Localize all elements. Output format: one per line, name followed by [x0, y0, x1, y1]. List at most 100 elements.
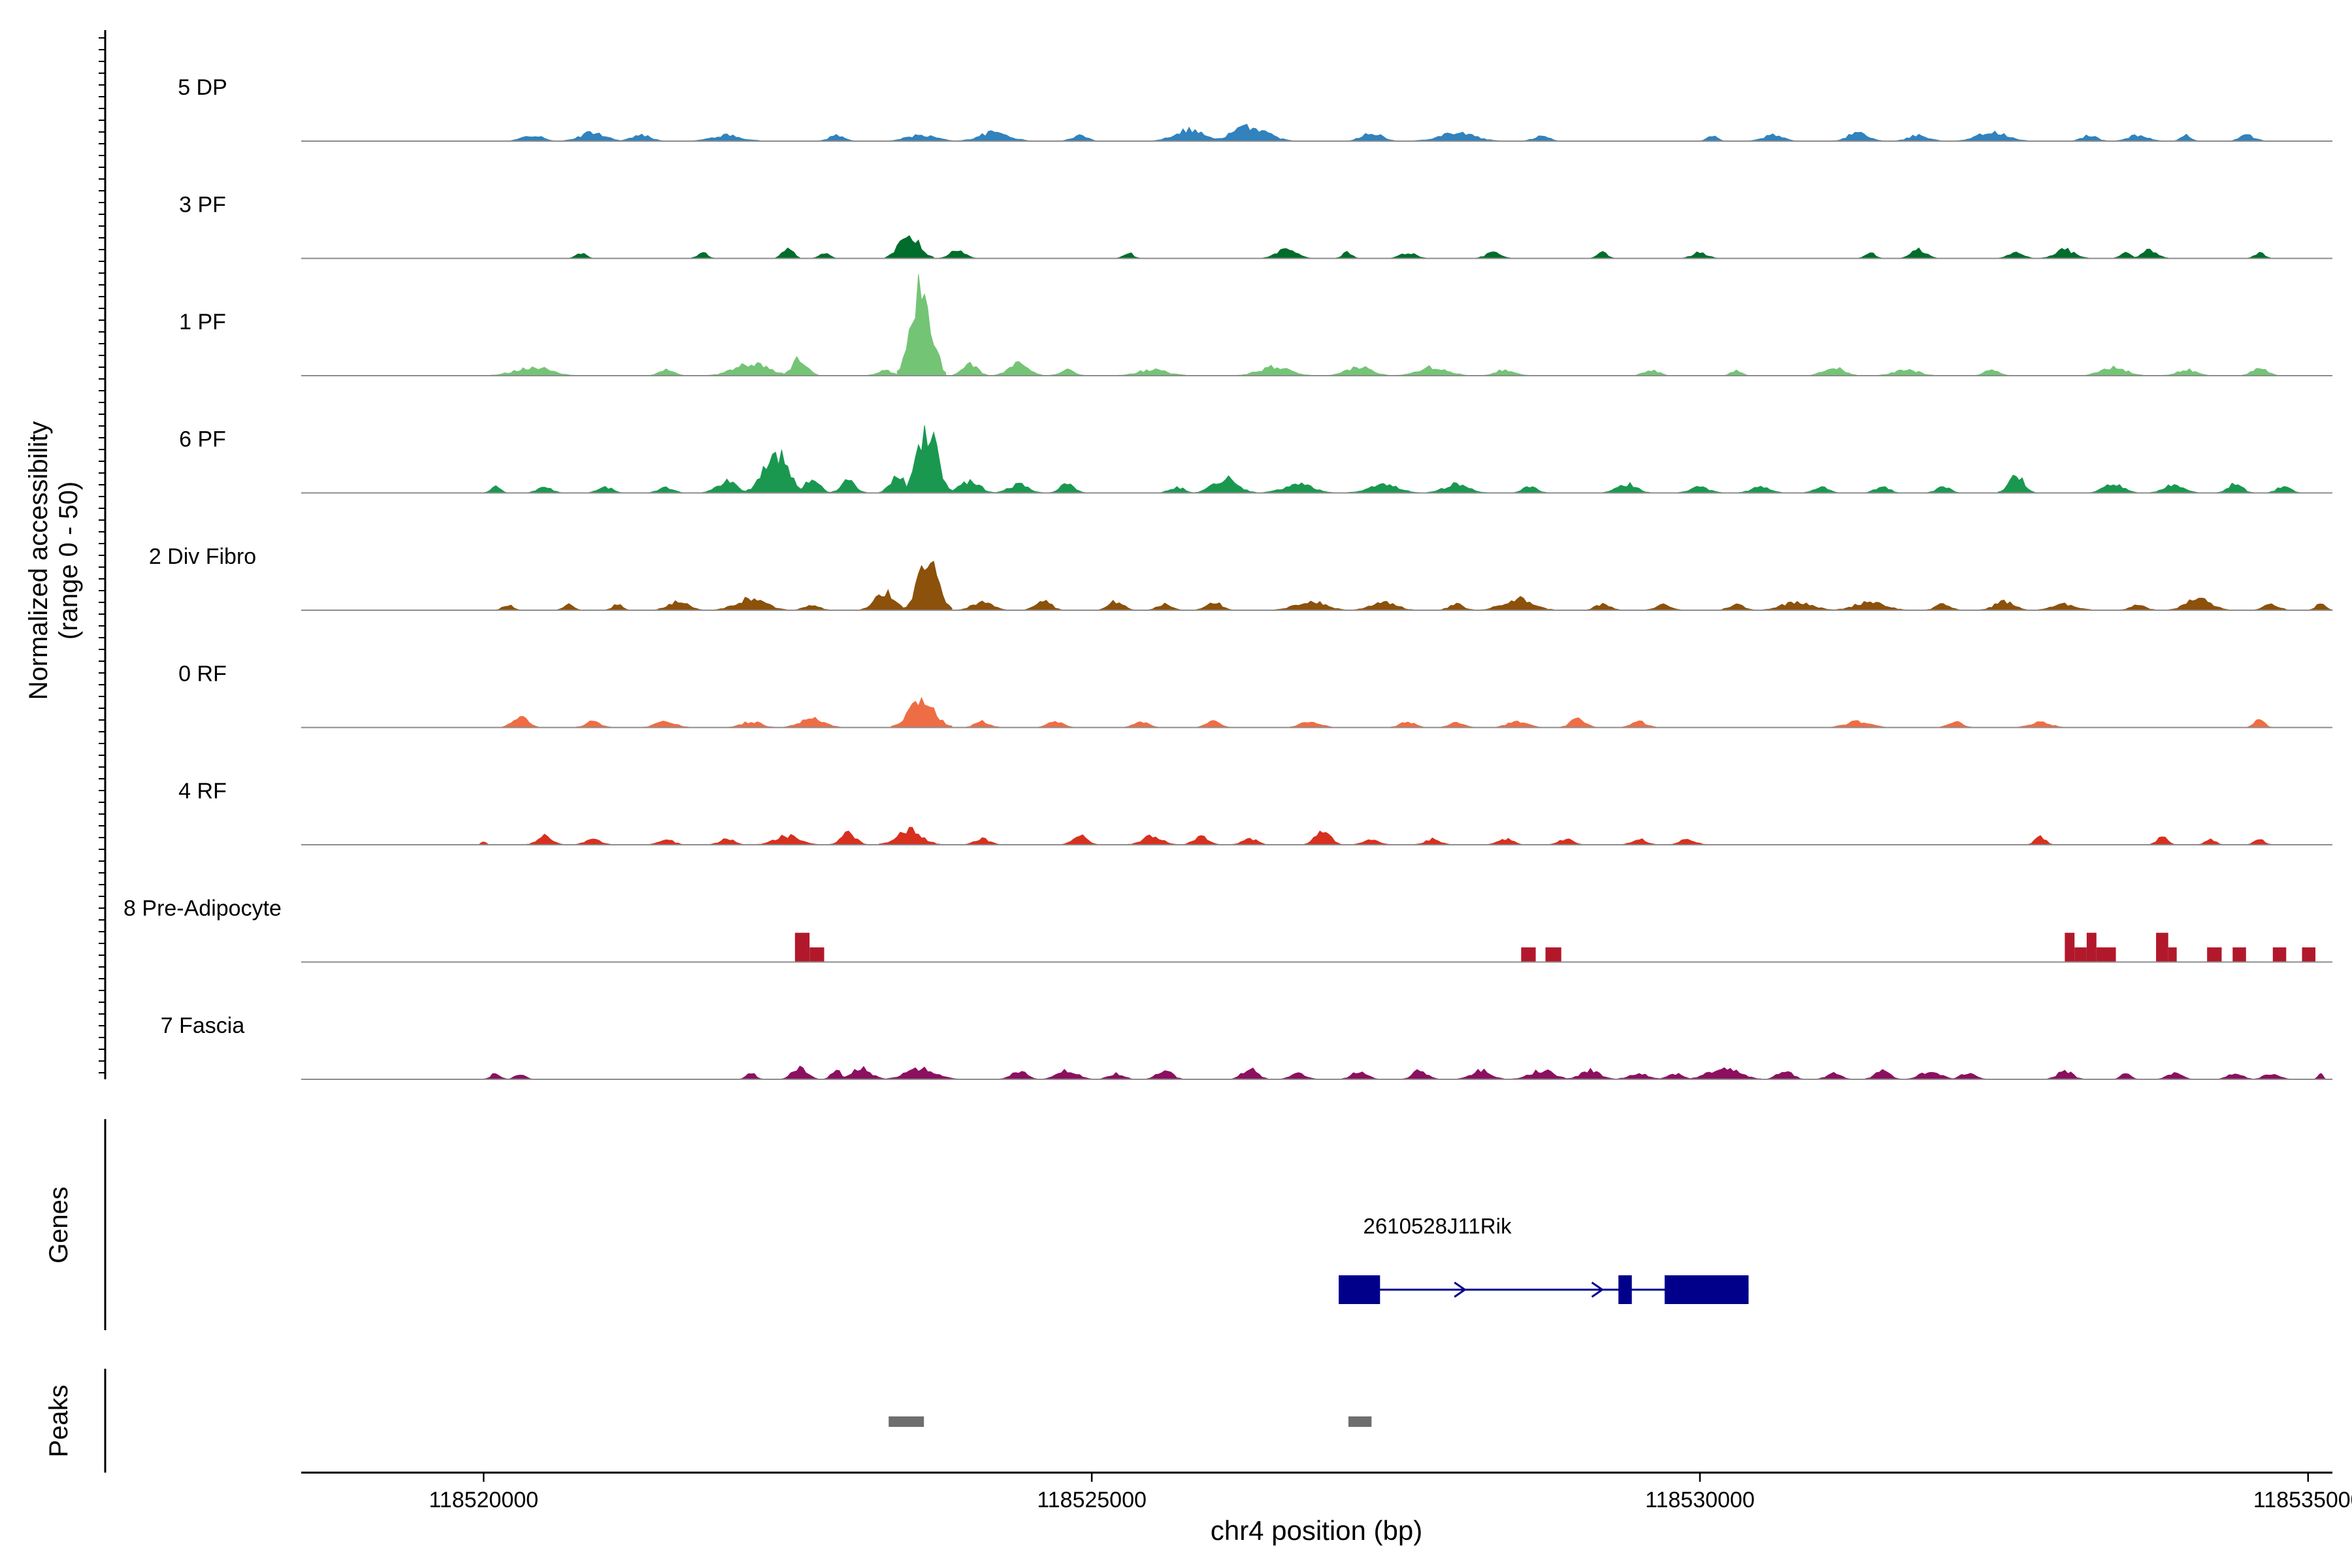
coverage-peak	[562, 131, 624, 142]
coverage-peak	[1565, 1068, 1616, 1080]
coverage-peak	[957, 130, 1032, 142]
coverage-peak	[1194, 602, 1232, 611]
coverage-peak	[745, 449, 807, 493]
coverage-peak	[781, 1066, 819, 1080]
coverage-peak	[2082, 365, 2144, 376]
coverage-peak	[1128, 834, 1177, 845]
track-8-pre-adipocyte: 8 Pre-Adipocyte	[123, 896, 2332, 963]
coverage-peak	[1955, 130, 2029, 142]
coverage-peak	[885, 1066, 958, 1080]
coverage-peak	[1602, 482, 1652, 493]
track-label-2-div-fibro: 2 Div Fibro	[149, 544, 256, 569]
coverage-peak	[653, 600, 703, 611]
coverage-peak	[501, 715, 539, 728]
coverage-peak	[1352, 600, 1414, 611]
track-label-5-dp: 5 DP	[178, 75, 227, 100]
x-axis-tick-label: 118535000	[2253, 1488, 2352, 1512]
gene-exon	[1618, 1275, 1632, 1304]
coverage-peak	[1426, 482, 1488, 493]
track-3-pf: 3 PF	[179, 193, 2332, 259]
track-label-8-pre-adipocyte: 8 Pre-Adipocyte	[123, 896, 282, 921]
coverage-block	[2156, 932, 2168, 962]
coverage-peak	[1115, 368, 1190, 376]
coverage-peak	[781, 355, 819, 376]
coverage-peak	[951, 361, 989, 376]
x-axis: 118520000 118525000 118530000 118535000 chr…	[301, 1471, 2352, 1546]
coverage-peak	[1262, 248, 1311, 259]
coverage-peak	[793, 479, 831, 493]
coverage-peak	[903, 425, 953, 493]
coverage-peak	[1827, 720, 1889, 728]
track-1-pf: 1 PF	[179, 274, 2332, 376]
peak-region	[889, 1416, 924, 1427]
coverage-block	[1521, 947, 1536, 962]
coverage-peak	[994, 482, 1044, 493]
coverage-peak	[1997, 474, 2035, 493]
genes-panel-label: Genes	[44, 1186, 73, 1264]
coverage-peak	[1273, 600, 1348, 611]
coverage-peak	[890, 696, 953, 728]
coverage-peak	[1231, 1067, 1269, 1080]
track-0-rf: 0 RF	[178, 662, 2332, 728]
coverage-peak	[1833, 601, 1907, 611]
coverage-peak	[1328, 366, 1390, 376]
coverage-peak	[1262, 482, 1335, 493]
track-label-1-pf: 1 PF	[179, 310, 226, 335]
coverage-peak	[1341, 1071, 1379, 1080]
coverage-peak	[836, 1066, 886, 1080]
coverage-peak	[1876, 368, 1938, 376]
coverage-peak	[525, 834, 563, 845]
coverage-y-axis	[99, 30, 106, 1079]
coverage-peak	[1304, 830, 1342, 845]
gene-name-label: 2610528J11Rik	[1364, 1214, 1512, 1238]
coverage-peak	[2089, 483, 2138, 493]
coverage-peak	[1900, 247, 1938, 259]
coverage-block	[2168, 947, 2177, 962]
coverage-block	[2074, 947, 2087, 962]
coverage-peak	[1809, 367, 1859, 376]
coverage-tracks: 5 DP 3 PF 1 PF 6 PF 2 Div Fibro 0 RF 4 RF 8 Pre…	[123, 75, 2333, 1080]
gene-strand-arrow	[1454, 1281, 1467, 1298]
coverage-peak	[2131, 248, 2169, 259]
track-label-0-rf: 0 RF	[178, 662, 227, 687]
coverage-peak	[2046, 1070, 2083, 1080]
coverage-block	[2272, 947, 2287, 962]
gene-model	[1339, 1275, 1749, 1304]
coverage-peak	[1401, 1069, 1439, 1080]
coverage-block	[809, 947, 825, 962]
coverage-peak	[2168, 597, 2230, 611]
coverage-peak	[1413, 131, 1500, 142]
coverage-peak	[1024, 600, 1062, 611]
coverage-peak	[781, 717, 843, 728]
coverage-peak	[2040, 248, 2090, 259]
coverage-block	[2207, 947, 2222, 962]
x-axis-label: chr4 position (bp)	[1211, 1515, 1423, 1546]
coverage-peak	[489, 366, 576, 376]
peaks-panel: Peaks	[44, 1369, 1372, 1473]
coverage-peak	[1194, 475, 1256, 493]
coverage-peak	[885, 235, 934, 259]
coverage-block	[2232, 947, 2246, 962]
track-5-dp: 5 DP	[178, 75, 2332, 142]
coverage-peak	[690, 133, 764, 142]
track-7-fascia: 7 Fascia	[161, 1013, 2332, 1080]
x-axis-tick-label: 118525000	[1037, 1488, 1147, 1512]
y-axis-label-line2: (range 0 - 50)	[54, 482, 83, 640]
track-label-7-fascia: 7 Fascia	[161, 1013, 245, 1038]
coverage-peak	[878, 826, 940, 845]
coverage-block	[1545, 947, 1561, 962]
gene-exon	[1664, 1275, 1749, 1304]
coverage-peak	[1687, 1067, 1761, 1080]
track-label-4-rf: 4 RF	[178, 779, 227, 804]
track-6-pf: 6 PF	[179, 425, 2332, 494]
coverage-block	[2086, 932, 2097, 962]
coverage-peak	[1237, 365, 1311, 376]
x-axis-tick-label: 118520000	[429, 1488, 538, 1512]
coverage-peak	[903, 561, 953, 611]
coverage-peak	[957, 600, 1007, 611]
coverage-peak	[1979, 599, 2029, 611]
y-axis-label-line1: Normalized accessibility	[24, 421, 53, 700]
coverage-peak	[2034, 602, 2096, 611]
coverage-peak	[2240, 368, 2278, 376]
